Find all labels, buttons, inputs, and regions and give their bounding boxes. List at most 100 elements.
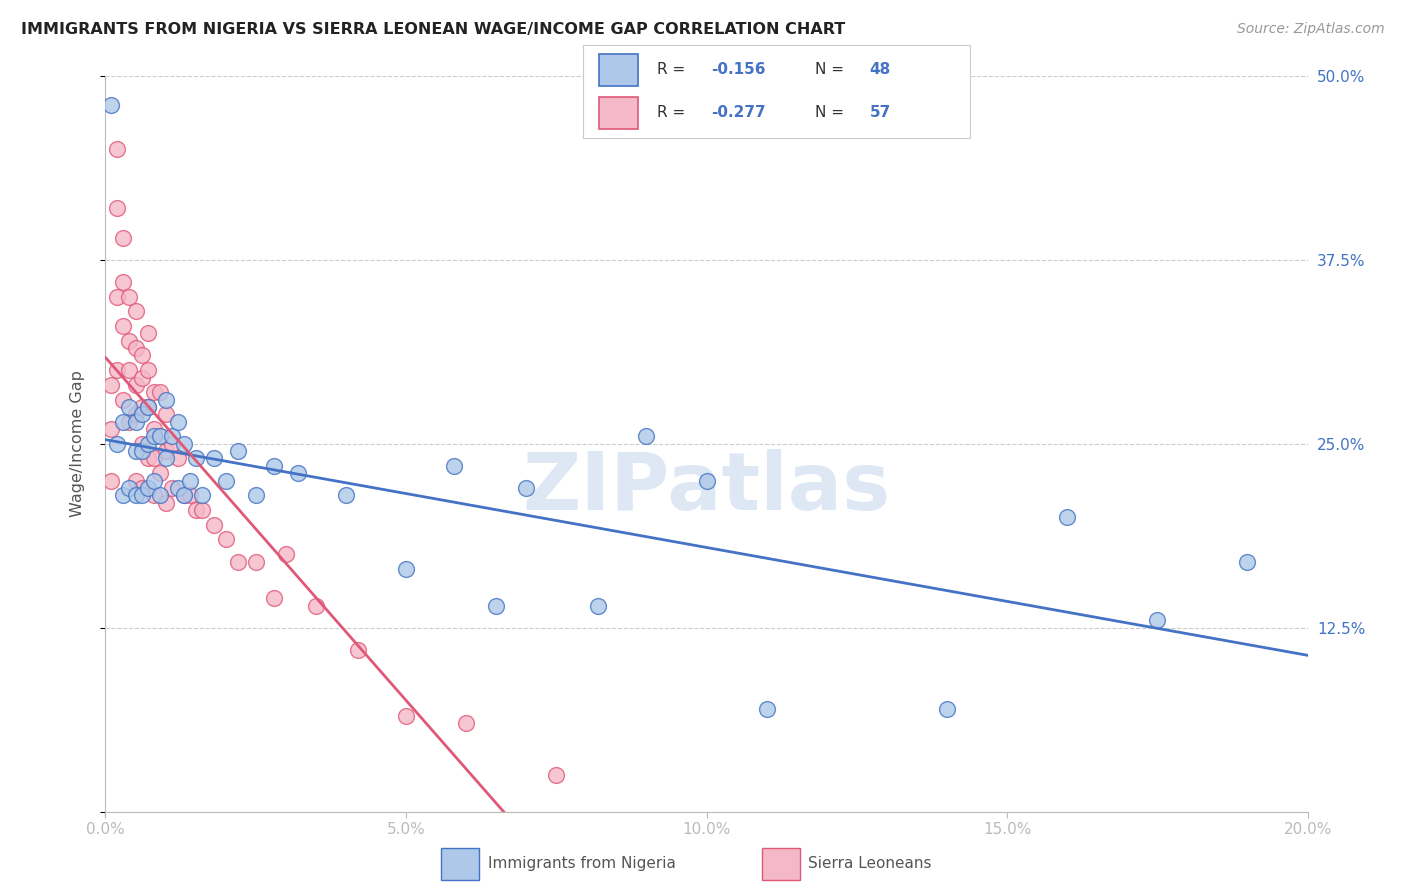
Bar [599, 97, 638, 129]
Point [245, 554, 267, 569]
Point [202, 517, 225, 532]
Point [395, 709, 418, 723]
Point [588, 599, 610, 613]
Point [118, 334, 141, 348]
Point [131, 348, 153, 362]
Point [124, 415, 146, 429]
Point [124, 378, 146, 392]
Text: 57: 57 [869, 105, 891, 120]
Point [190, 488, 212, 502]
Point [136, 481, 159, 495]
Point [395, 562, 418, 576]
Point [305, 599, 328, 613]
Point [100, 474, 122, 488]
Text: N =: N = [815, 105, 849, 120]
Point [454, 716, 477, 731]
Text: Source: ZipAtlas.com: Source: ZipAtlas.com [1237, 22, 1385, 37]
Point [142, 429, 165, 443]
Point [166, 415, 188, 429]
Point [112, 488, 135, 502]
Point [136, 451, 159, 466]
Point [443, 458, 465, 473]
Point [124, 341, 146, 355]
Point [636, 429, 658, 443]
Point [118, 400, 141, 414]
Point [124, 444, 146, 458]
Point [100, 422, 122, 436]
Point [160, 436, 183, 450]
Point [107, 143, 129, 157]
Bar [441, 848, 479, 880]
Point [226, 444, 249, 458]
Point [136, 363, 159, 377]
Text: 48: 48 [869, 62, 891, 78]
Point [263, 458, 285, 473]
Point [131, 407, 153, 421]
Point [142, 451, 165, 466]
Point [136, 436, 159, 450]
Point [155, 451, 177, 466]
Point [131, 436, 153, 450]
Bar [762, 848, 800, 880]
Point [936, 701, 959, 715]
Point [142, 474, 165, 488]
Point [136, 400, 159, 414]
Point [202, 451, 225, 466]
Point [124, 407, 146, 421]
Point [136, 400, 159, 414]
Point [155, 496, 177, 510]
Point [118, 289, 141, 303]
Text: -0.156: -0.156 [711, 62, 766, 78]
Point [190, 503, 212, 517]
Point [107, 436, 129, 450]
Point [131, 488, 153, 502]
Point [160, 429, 183, 443]
Point [142, 488, 165, 502]
Point [173, 436, 195, 450]
Point [1146, 614, 1168, 628]
Point [173, 488, 195, 502]
Point [485, 599, 508, 613]
Point [214, 533, 236, 547]
Text: N =: N = [815, 62, 849, 78]
Point [142, 385, 165, 400]
Point [112, 415, 135, 429]
Point [107, 363, 129, 377]
Point [148, 429, 170, 443]
Point [112, 231, 135, 245]
Point [131, 481, 153, 495]
Text: Sierra Leoneans: Sierra Leoneans [808, 855, 932, 871]
Point [112, 392, 135, 407]
Point [100, 378, 122, 392]
Point [173, 488, 195, 502]
Point [124, 488, 146, 502]
Point [184, 451, 207, 466]
Point [155, 392, 177, 407]
Point [515, 481, 537, 495]
Point [546, 768, 568, 782]
Point [124, 304, 146, 318]
Point [118, 415, 141, 429]
Point [155, 407, 177, 421]
Point [166, 481, 188, 495]
Y-axis label: Wage/Income Gap: Wage/Income Gap [70, 370, 84, 517]
Point [124, 474, 146, 488]
Point [148, 429, 170, 443]
Point [179, 474, 201, 488]
Point [112, 275, 135, 289]
Point [263, 591, 285, 606]
Point [287, 466, 309, 480]
Point [131, 400, 153, 414]
Point [142, 422, 165, 436]
Text: ZIPatlas: ZIPatlas [523, 449, 890, 527]
Text: -0.277: -0.277 [711, 105, 766, 120]
Point [118, 363, 141, 377]
Text: IMMIGRANTS FROM NIGERIA VS SIERRA LEONEAN WAGE/INCOME GAP CORRELATION CHART: IMMIGRANTS FROM NIGERIA VS SIERRA LEONEA… [21, 22, 845, 37]
Point [274, 547, 297, 561]
Point [755, 701, 778, 715]
Point [166, 451, 188, 466]
Point [1236, 554, 1258, 569]
Point [347, 642, 370, 657]
Point [148, 488, 170, 502]
Point [155, 444, 177, 458]
